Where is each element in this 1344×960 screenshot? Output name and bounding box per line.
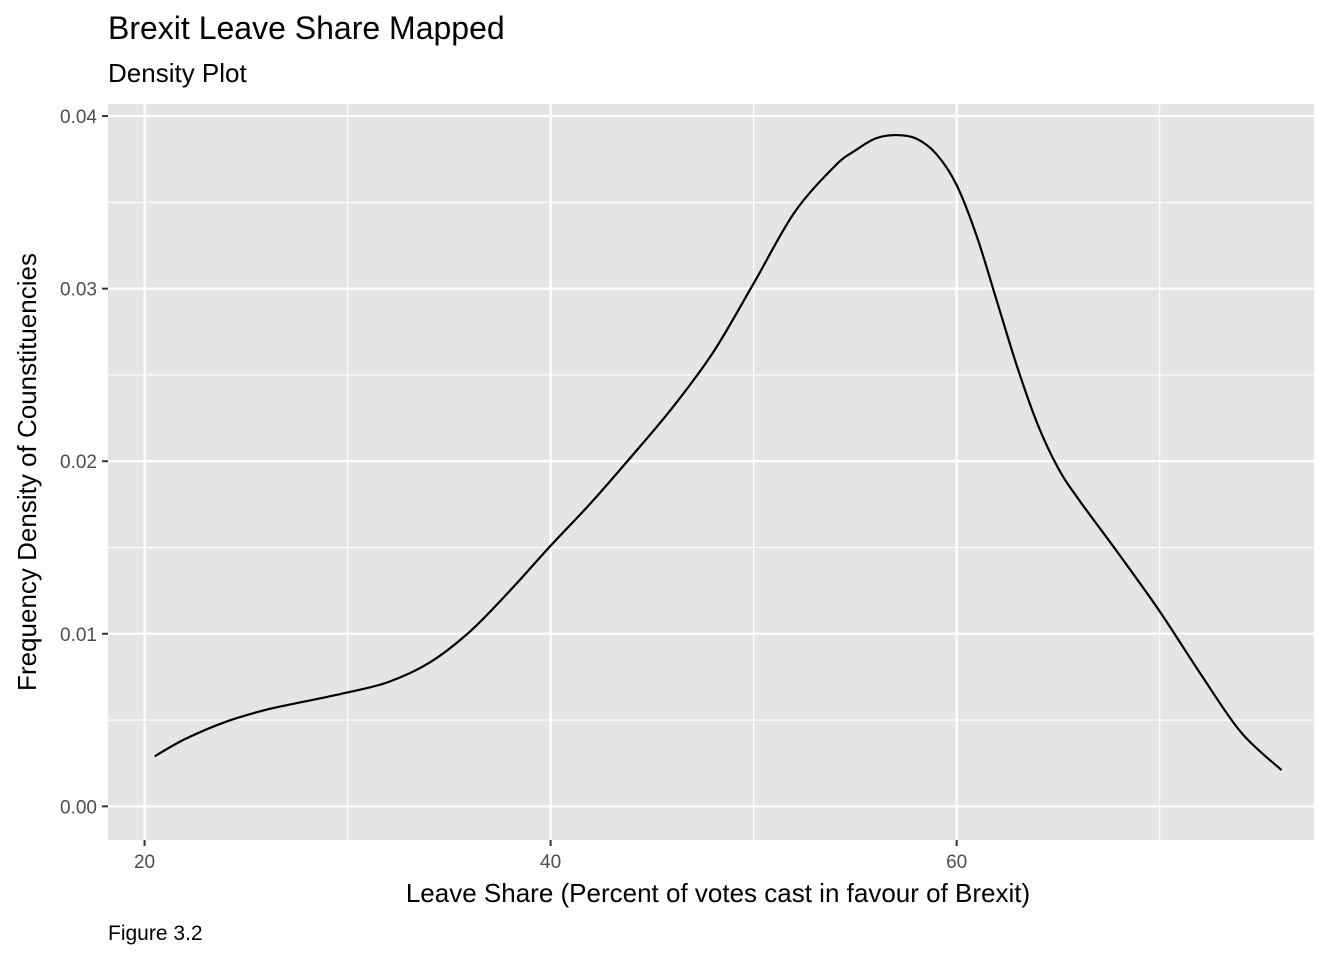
series-layer — [154, 133, 1283, 771]
x-axis: 20 40 60 — [134, 840, 967, 873]
density-line — [154, 133, 1283, 771]
chart-subtitle: Density Plot — [108, 58, 247, 88]
y-tick-label: 0.03 — [60, 280, 97, 301]
y-axis: 0.00 0.01 0.02 0.03 0.04 — [60, 107, 108, 818]
y-tick-label: 0.04 — [60, 107, 97, 128]
y-axis-title: Frequency Density of Counstituencies — [12, 253, 42, 691]
y-tick-label: 0.02 — [60, 452, 97, 473]
x-tick-label: 60 — [946, 852, 967, 873]
chart-caption: Figure 3.2 — [108, 922, 203, 945]
plot-panel — [108, 104, 1314, 840]
x-tick-label: 20 — [134, 852, 155, 873]
x-axis-title: Leave Share (Percent of votes cast in fa… — [406, 878, 1030, 908]
x-tick-label: 40 — [540, 852, 561, 873]
minor-gridlines — [108, 104, 1314, 840]
chart-title: Brexit Leave Share Mapped — [108, 10, 505, 46]
major-gridlines — [108, 104, 1314, 840]
y-tick-label: 0.00 — [60, 797, 97, 818]
y-tick-label: 0.01 — [60, 625, 97, 646]
